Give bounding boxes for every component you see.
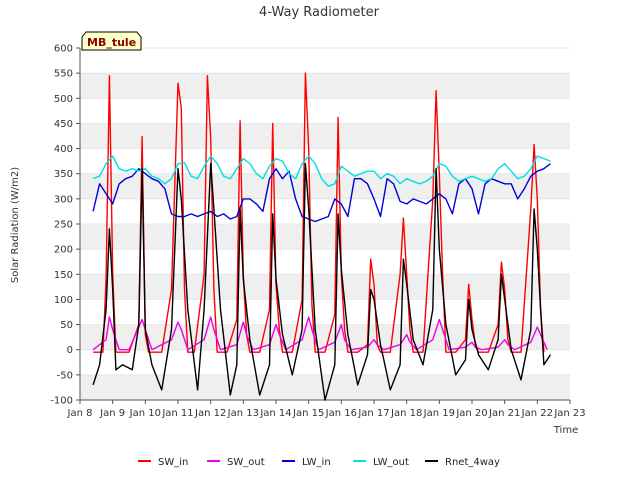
series-line-lw-in — [92, 163, 551, 223]
x-tick-label: Jan 14 — [259, 408, 291, 419]
grid-band — [80, 324, 570, 350]
x-tick-label: Jan 23 — [553, 408, 585, 419]
legend-label: LW_in — [302, 457, 331, 468]
x-tick-label: Jan 19 — [423, 408, 455, 419]
y-axis: -100 -50 0 50 100 150 200 250 300 350 400 450 500 550… — [50, 44, 81, 407]
y-tick-label: 400 — [54, 144, 73, 155]
grid-band — [80, 123, 570, 149]
y-tick-label: 0 — [67, 345, 73, 356]
y-axis-title: Solar Radiation (W/m2) — [10, 167, 21, 283]
legend-label: SW_out — [227, 457, 265, 468]
x-tick-label: Jan 22 — [521, 408, 553, 419]
series-lines — [92, 72, 551, 401]
y-tick-label: 100 — [54, 295, 73, 306]
legend-label: LW_out — [373, 457, 409, 468]
x-tick-label: Jan 17 — [357, 408, 389, 419]
x-tick-label: Jan 8 — [67, 408, 93, 419]
x-tick-label: Jan 12 — [194, 408, 226, 419]
x-axis-title: Time — [553, 425, 578, 436]
x-tick-label: Jan 10 — [129, 408, 161, 419]
x-tick-label: Jan 21 — [488, 408, 520, 419]
x-tick-label: Jan 16 — [325, 408, 357, 419]
grid-band — [80, 224, 570, 250]
x-tick-label: Jan 20 — [455, 408, 487, 419]
y-tick-label: 550 — [54, 69, 73, 80]
series-line-sw-in — [93, 72, 545, 353]
x-tick-label: Jan 18 — [390, 408, 422, 419]
legend-label: Rnet_4way — [445, 457, 500, 468]
x-tick-label: Jan 11 — [161, 408, 193, 419]
legend: SW_in SW_out LW_in LW_out Rnet_4way — [138, 457, 500, 468]
site-label: MB_tule — [87, 36, 136, 49]
legend-label: SW_in — [158, 457, 188, 468]
plot-area — [80, 47, 570, 401]
y-tick-label: 500 — [54, 94, 73, 105]
grid-band — [80, 173, 570, 199]
series-line-lw-out — [92, 155, 551, 188]
y-tick-label: 450 — [54, 119, 73, 130]
y-tick-label: -50 — [57, 370, 73, 381]
grid-band — [80, 73, 570, 99]
y-tick-label: 300 — [54, 194, 73, 205]
y-tick-label: 350 — [54, 169, 73, 180]
grid-band — [80, 274, 570, 300]
y-tick-label: 200 — [54, 245, 73, 256]
chart-title: 4-Way Radiometer — [259, 5, 380, 20]
y-tick-label: -100 — [50, 396, 73, 407]
site-label-box: MB_tule — [81, 31, 142, 51]
x-tick-label: Jan 15 — [292, 408, 324, 419]
y-tick-label: 150 — [54, 270, 73, 281]
x-tick-label: Jan 9 — [99, 408, 125, 419]
x-axis: Jan 8 Jan 9 Jan 10 Jan 11 Jan 12 Jan 13 Jan 14… — [67, 399, 586, 419]
x-tick-label: Jan 13 — [227, 408, 259, 419]
series-line-rnet-4way — [92, 162, 551, 401]
y-tick-label: 600 — [54, 44, 73, 55]
y-tick-label: 250 — [54, 220, 73, 231]
y-tick-label: 50 — [60, 320, 73, 331]
